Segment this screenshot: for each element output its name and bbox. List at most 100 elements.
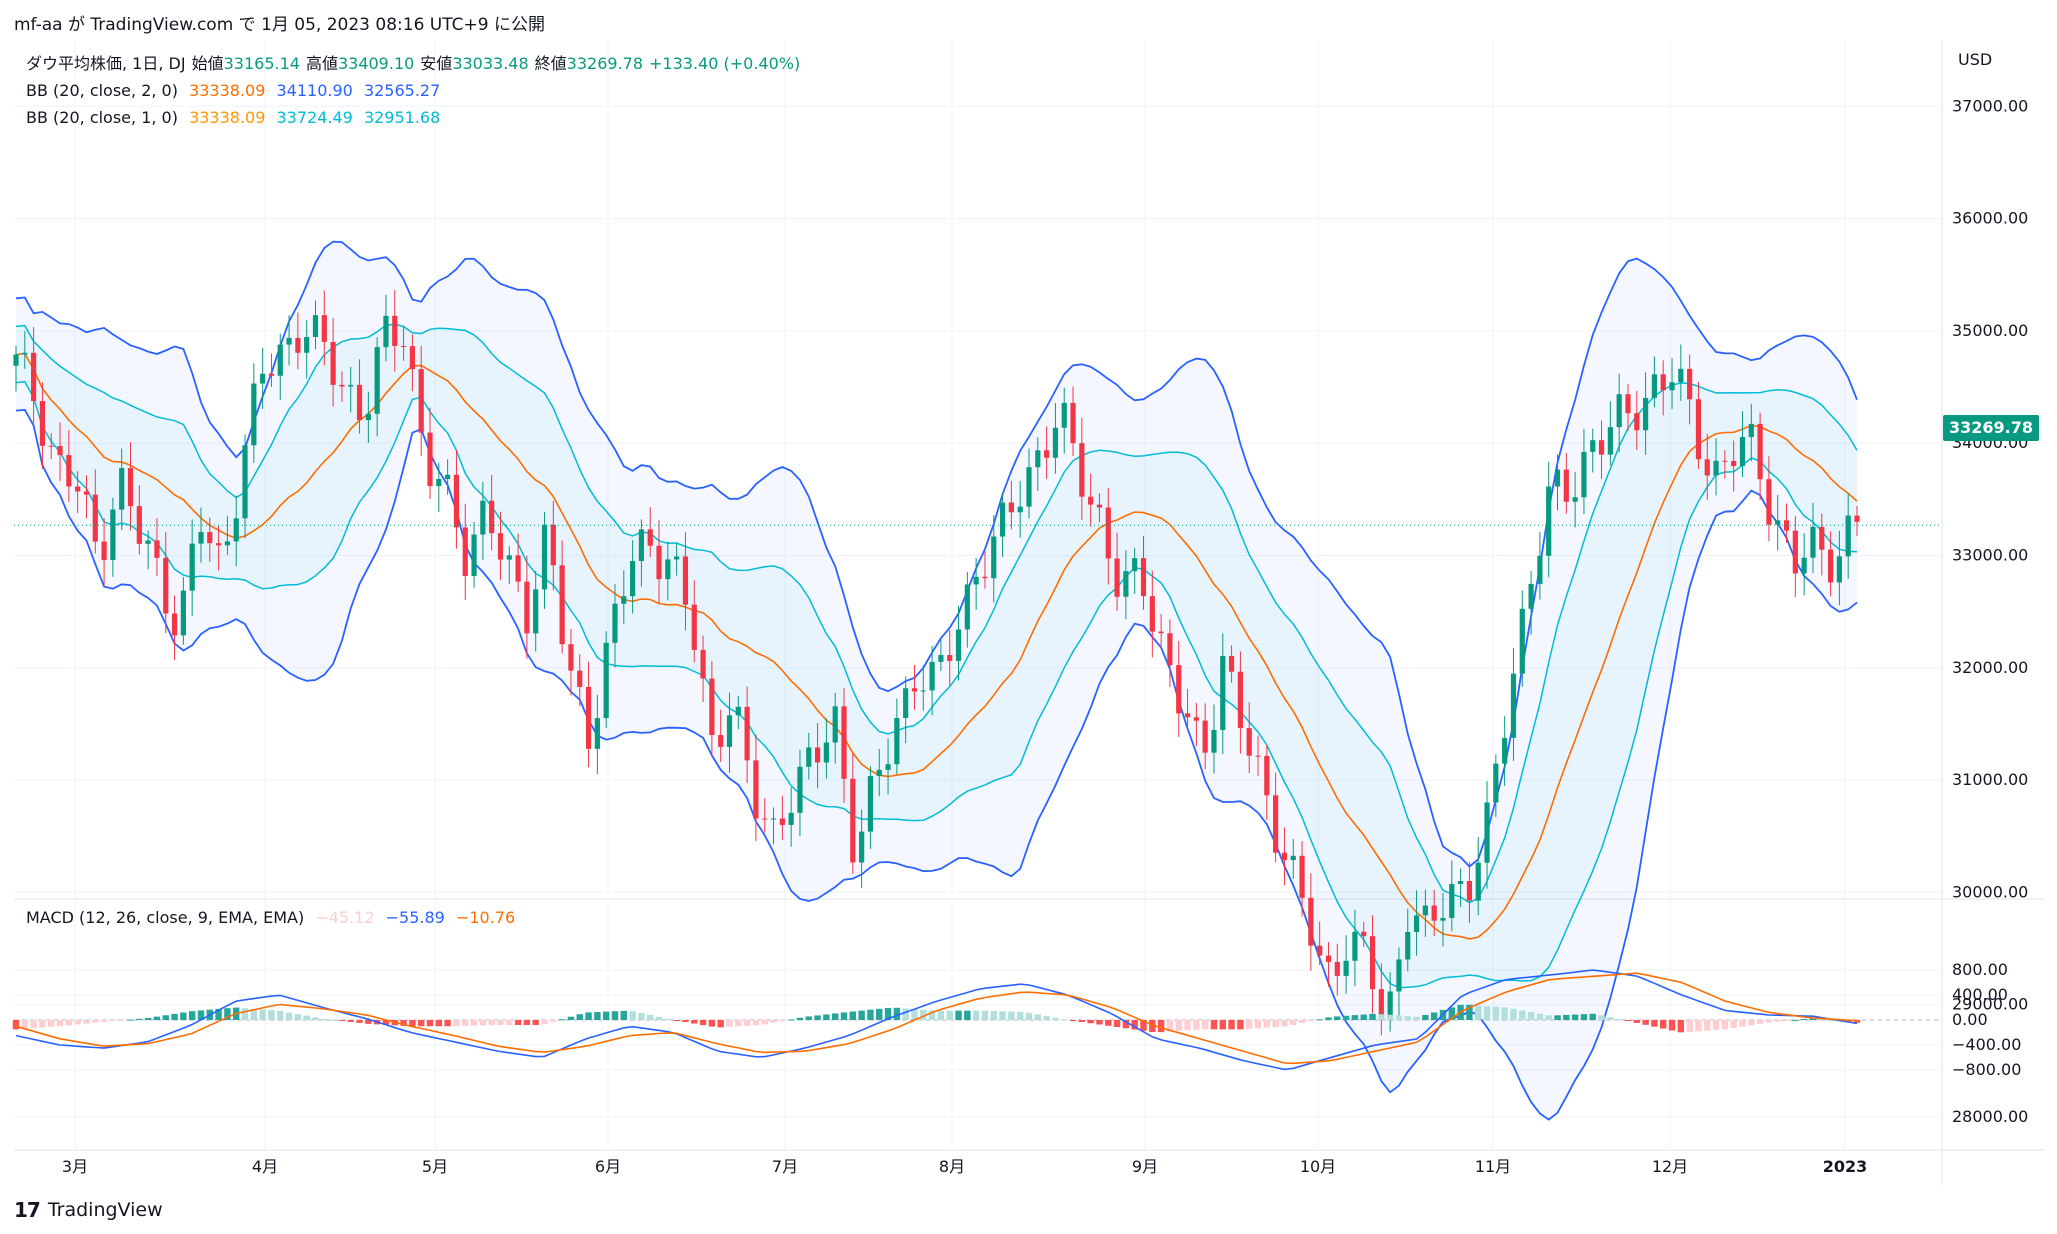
macd-histogram-bar	[1334, 1016, 1341, 1020]
macd-histogram-bar	[1307, 1020, 1315, 1022]
candle-body	[1810, 526, 1816, 558]
price-tick-label: 29000.00	[1952, 995, 2028, 1014]
candle-body	[1590, 440, 1596, 452]
macd-legend[interactable]: MACD (12, 26, close, 9, EMA, EMA) −45.12…	[26, 908, 521, 927]
candle-body	[1149, 596, 1155, 632]
macd-histogram-bar	[1325, 1017, 1332, 1020]
candle-body	[541, 524, 548, 590]
bb2-legend-row[interactable]: BB (20, close, 2, 0) 33338.09 34110.90 3…	[26, 77, 806, 104]
candle-body	[145, 540, 151, 544]
candle-body	[277, 344, 283, 376]
candle-body	[1132, 558, 1138, 572]
macd-histogram-bar	[312, 1017, 319, 1020]
macd-histogram-bar	[735, 1020, 742, 1027]
candle-body	[1748, 423, 1754, 438]
macd-histogram-bar	[268, 1010, 275, 1020]
macd-histogram-bar	[1210, 1020, 1218, 1030]
candle-body	[1308, 897, 1314, 946]
macd-label: MACD (12, 26, close, 9, EMA, EMA)	[26, 908, 305, 927]
macd-histogram-bar	[1475, 1005, 1482, 1020]
macd-histogram-bar	[708, 1020, 716, 1027]
candle-body	[1713, 460, 1719, 476]
candle-body	[462, 527, 468, 577]
close-label: 終値	[534, 54, 567, 73]
candle-body	[400, 345, 407, 347]
candle-body	[1105, 507, 1111, 559]
candle-body	[770, 818, 777, 820]
candle-body	[453, 474, 460, 528]
candle-body	[1449, 884, 1455, 918]
macd-histogram-bar	[902, 1008, 909, 1020]
candle-body	[1369, 936, 1376, 990]
candle-body	[806, 747, 812, 767]
macd-histogram-bar	[1422, 1014, 1429, 1020]
macd-histogram-bar	[955, 1010, 962, 1020]
macd-histogram-bar	[638, 1013, 645, 1020]
macd-histogram-bar	[1615, 1019, 1623, 1021]
candle-body	[136, 506, 142, 544]
macd-histogram-bar	[1290, 1020, 1297, 1025]
macd-histogram-bar	[1263, 1020, 1271, 1028]
macd-tick-label: −800.00	[1952, 1060, 2021, 1079]
macd-histogram-bar	[1704, 1020, 1711, 1031]
macd-histogram-bar	[611, 1011, 619, 1020]
candle-body	[603, 642, 609, 719]
candle-body	[999, 502, 1006, 537]
candle-body	[110, 509, 116, 561]
publish-header: mf-aa が TradingView.com で 1月 05, 2023 08…	[14, 15, 545, 35]
candle-body	[1264, 755, 1270, 796]
candle-body	[1334, 961, 1340, 976]
candle-body	[1405, 931, 1411, 960]
candle-body	[75, 486, 81, 492]
candle-body	[506, 555, 512, 560]
macd-histogram-bar	[682, 1020, 689, 1023]
symbol-label[interactable]: ダウ平均株価, 1日, DJ	[26, 54, 186, 73]
candle-body	[154, 540, 160, 558]
candle-body	[22, 352, 28, 355]
macd-histogram-bar	[647, 1015, 654, 1020]
candle-body	[850, 778, 856, 863]
macd-histogram-bar	[1430, 1012, 1438, 1020]
candle-body	[1695, 399, 1702, 460]
candle-body	[823, 742, 829, 763]
macd-histogram-bar	[329, 1019, 337, 1021]
macd-histogram-bar	[92, 1020, 99, 1023]
candle-body	[788, 812, 794, 825]
candle-body	[1687, 368, 1693, 400]
candle-body	[1317, 945, 1323, 956]
candle-body	[1184, 713, 1191, 718]
macd-histogram-bar	[1686, 1020, 1693, 1032]
candle-body	[1607, 427, 1613, 455]
macd-histogram-bar	[1025, 1012, 1033, 1020]
candle-body	[1554, 469, 1561, 487]
main-legend: ダウ平均株価, 1日, DJ 始値33165.14 高値33409.10 安値3303…	[26, 50, 806, 131]
candle-body	[171, 613, 178, 636]
price-tick-label: 28000.00	[1952, 1107, 2028, 1126]
macd-histogram-bar	[514, 1020, 522, 1025]
candle-body	[647, 529, 653, 546]
macd-histogram-bar	[1316, 1019, 1323, 1021]
candle-body	[180, 590, 186, 636]
macd-histogram-bar	[532, 1020, 539, 1025]
macd-histogram-bar	[858, 1010, 865, 1020]
footer-brand[interactable]: 17 TradingView	[14, 1198, 163, 1222]
macd-histogram-bar	[1668, 1020, 1676, 1031]
candle-body	[1731, 460, 1737, 467]
candle-body	[1669, 382, 1675, 391]
macd-histogram-bar	[1536, 1013, 1544, 1020]
candle-body	[1396, 959, 1402, 992]
macd-tick-label: 400.00	[1952, 985, 2008, 1004]
bb1-legend-row[interactable]: BB (20, close, 1, 0) 33338.09 33724.49 3…	[26, 104, 806, 131]
macd-histogram-bar	[74, 1020, 81, 1025]
candle-body	[1775, 520, 1781, 525]
macd-histogram-bar	[127, 1019, 134, 1021]
candle-body	[92, 494, 98, 542]
candle-body	[1827, 549, 1834, 583]
macd-histogram-bar	[981, 1010, 989, 1020]
candle-body	[682, 556, 689, 605]
macd-histogram-bar	[1827, 1019, 1834, 1021]
macd-histogram-bar	[338, 1020, 346, 1021]
candle-body	[982, 576, 988, 579]
macd-histogram-bar	[12, 1020, 20, 1030]
